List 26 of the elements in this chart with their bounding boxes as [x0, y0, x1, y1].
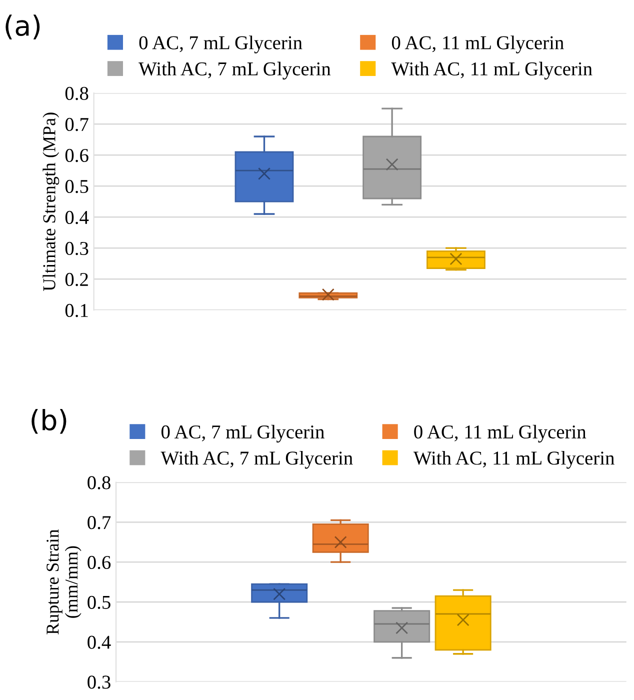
y-tick-label: 0.6 — [88, 556, 111, 570]
y-axis-title: Ultimate Strength (MPa) — [42, 112, 60, 291]
chart-title: (b) — [32, 409, 66, 434]
legend-label: 0 AC, 11 mL Glycerin — [414, 424, 586, 443]
y-tick-label: 0.8 — [88, 476, 110, 490]
legend-label: 0 AC, 7 mL Glycerin — [161, 424, 324, 443]
y-tick-label: 0.7 — [65, 118, 88, 132]
y-tick-label: 0.3 — [65, 242, 88, 256]
chart-title: (a) — [6, 14, 40, 40]
legend-label: With AC, 7 mL Glycerin — [160, 451, 353, 469]
y-tick-label: 0.8 — [65, 86, 88, 100]
legend-label: 0 AC, 7 mL Glycerin — [139, 36, 302, 54]
legend-label: With AC, 11 mL Glycerin — [413, 451, 614, 469]
y-tick-label: 0.6 — [65, 148, 88, 162]
y-tick-label: 0.5 — [88, 596, 110, 610]
y-tick-label: 0.7 — [88, 516, 111, 530]
legend-label: With AC, 11 mL Glycerin — [391, 62, 592, 80]
y-tick-label: 0.5 — [65, 180, 88, 194]
y-tick-label: 0.2 — [65, 272, 88, 286]
y-tick-label: 0.3 — [88, 676, 110, 689]
y-tick-label: 0.1 — [65, 304, 88, 318]
y-tick-label: 0.4 — [65, 210, 89, 224]
y-tick-label: 0.4 — [88, 636, 111, 649]
legend-label: With AC, 7 mL Glycerin — [138, 62, 331, 80]
legend-label: 0 AC, 11 mL Glycerin — [392, 36, 564, 54]
y-axis-title: Rupture Strain (mm/mm) — [46, 529, 82, 634]
